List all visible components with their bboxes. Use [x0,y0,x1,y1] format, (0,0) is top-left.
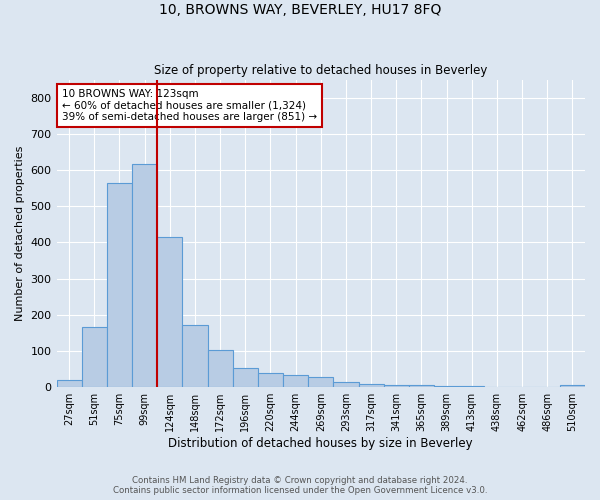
Text: 10 BROWNS WAY: 123sqm
← 60% of detached houses are smaller (1,324)
39% of semi-d: 10 BROWNS WAY: 123sqm ← 60% of detached … [62,89,317,122]
Bar [233,368,258,387]
Bar [383,384,409,387]
Bar [182,325,208,387]
Bar [82,328,107,387]
Bar [132,164,157,387]
Bar [459,386,484,387]
X-axis label: Distribution of detached houses by size in Beverley: Distribution of detached houses by size … [169,437,473,450]
Y-axis label: Number of detached properties: Number of detached properties [15,146,25,321]
Bar [359,384,383,387]
Bar [334,382,359,387]
Text: 10, BROWNS WAY, BEVERLEY, HU17 8FQ: 10, BROWNS WAY, BEVERLEY, HU17 8FQ [159,2,441,16]
Bar [409,386,434,387]
Text: Contains HM Land Registry data © Crown copyright and database right 2024.
Contai: Contains HM Land Registry data © Crown c… [113,476,487,495]
Bar [283,374,308,387]
Title: Size of property relative to detached houses in Beverley: Size of property relative to detached ho… [154,64,487,77]
Bar [308,377,334,387]
Bar [56,380,82,387]
Bar [157,237,182,387]
Bar [258,372,283,387]
Bar [107,182,132,387]
Bar [434,386,459,387]
Bar [208,350,233,387]
Bar [560,384,585,387]
